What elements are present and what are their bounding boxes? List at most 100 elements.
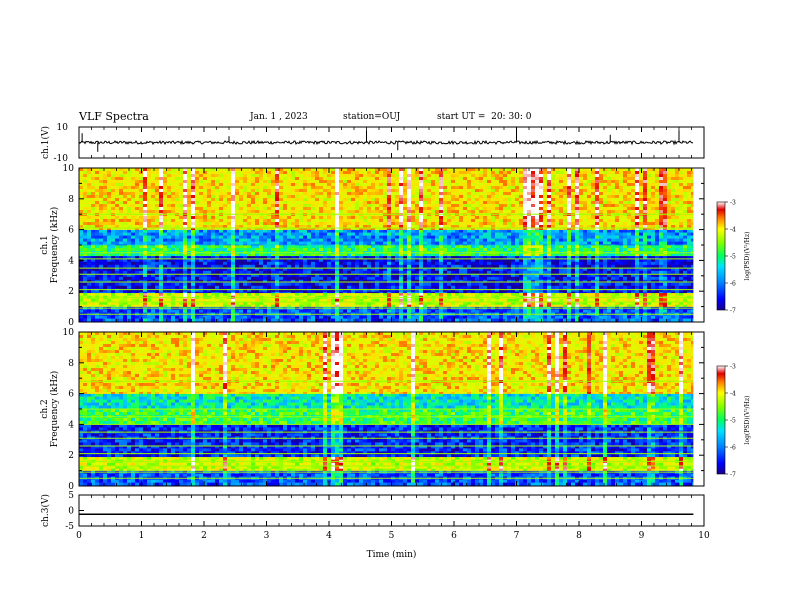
spectrogram-cell — [191, 267, 196, 272]
spectrogram-cell — [659, 245, 664, 249]
spectrogram-cell — [603, 288, 608, 293]
spectrogram-cell — [223, 258, 228, 263]
spectrogram-cell — [219, 301, 224, 305]
spectrogram-cell — [371, 255, 376, 260]
spectrogram-cell — [415, 309, 420, 313]
spectrogram-cell — [371, 229, 376, 233]
spectrogram-cell — [579, 285, 584, 290]
spectrogram-cell — [187, 254, 192, 257]
spectrogram-cell — [547, 304, 552, 307]
spectrogram-cell — [515, 292, 520, 296]
spectrogram-cell — [691, 318, 696, 322]
spectrogram-cell — [643, 273, 648, 278]
spectrogram-cell — [515, 279, 520, 284]
spectrogram-cell — [623, 318, 628, 322]
spectrogram-cell — [139, 279, 144, 284]
spectrogram-cell — [587, 315, 592, 319]
spectrogram-cell — [319, 261, 324, 266]
spectrogram-cell — [599, 245, 604, 249]
spectrogram-cell — [215, 245, 220, 249]
spectrogram-cell — [327, 264, 332, 269]
spectrogram-cell — [611, 245, 616, 249]
spectrogram-cell — [583, 245, 588, 249]
spectrogram-cell — [323, 298, 328, 302]
spectrogram-cell — [339, 285, 344, 290]
spectrogram-cell — [607, 276, 612, 281]
spectrogram-cell — [383, 232, 388, 236]
spectrogram-cell — [255, 248, 260, 252]
spectrogram-cell — [351, 282, 356, 287]
spectrogram-cell — [339, 264, 344, 269]
spectrogram-cell — [547, 255, 552, 260]
spectrogram-cell — [383, 276, 388, 281]
spectrogram-cell — [247, 291, 252, 294]
spectrogram-cell — [623, 298, 628, 302]
spectrogram-cell — [331, 258, 336, 263]
spectrogram-cell — [147, 245, 152, 249]
spectrogram-cell — [159, 285, 164, 290]
spectrogram-cell — [123, 258, 128, 263]
spectrogram-cell — [495, 285, 500, 290]
spectrogram-cell — [331, 309, 336, 313]
spectrogram-cell — [167, 267, 172, 272]
spectrogram-cell — [551, 245, 556, 249]
spectrogram-cell — [363, 309, 368, 313]
spectrogram-cell — [415, 248, 420, 252]
spectrogram-cell — [495, 298, 500, 302]
spectrogram-cell — [475, 285, 480, 290]
spectrogram-cell — [479, 301, 484, 305]
spectrogram-cell — [427, 279, 432, 284]
spectrogram-cell — [655, 276, 660, 281]
spectrogram-cell — [391, 267, 396, 272]
spectrogram-cell — [295, 254, 300, 257]
spectrogram-cell — [387, 238, 392, 242]
spectrogram-cell — [199, 270, 204, 275]
spectrogram-cell — [231, 298, 236, 302]
spectrogram-cell — [383, 264, 388, 269]
spectrogram-cell — [431, 282, 436, 287]
spectrogram-cell — [279, 267, 284, 272]
spectrogram-cell — [295, 292, 300, 296]
spectrogram-cell — [259, 276, 264, 281]
spectrogram-cell — [543, 258, 548, 263]
spectrogram-cell — [391, 244, 396, 246]
spectrogram-cell — [655, 255, 660, 260]
spectrogram-cell — [223, 267, 228, 272]
spectrogram-cell — [207, 304, 212, 307]
spectrogram-cell — [211, 241, 216, 245]
spectrogram-cell — [179, 232, 184, 236]
spectrogram-cell — [151, 248, 156, 252]
spectrogram-cell — [271, 298, 276, 302]
spectrogram-cell — [571, 273, 576, 278]
spectrogram-cell — [675, 301, 680, 305]
spectrogram-cell — [167, 318, 172, 322]
spectrogram-cell — [343, 292, 348, 296]
spectrogram-cell — [303, 301, 308, 305]
spectrogram-cell — [563, 267, 568, 272]
spectrogram-cell — [103, 315, 108, 319]
spectrogram-cell — [163, 232, 168, 236]
spectrogram-cell — [619, 267, 624, 272]
spectrogram-cell — [451, 279, 456, 284]
spectrogram-cell — [131, 267, 136, 272]
spectrogram-cell — [603, 318, 608, 322]
spectrogram-cell — [83, 267, 88, 272]
spectrogram-cell — [627, 292, 632, 296]
spectrogram-cell — [135, 301, 140, 305]
spectrogram-cell — [367, 232, 372, 236]
spectrogram-cell — [299, 241, 304, 245]
spectrogram-cell — [595, 264, 600, 269]
spectrogram-cell — [595, 255, 600, 260]
spectrogram-cell — [383, 255, 388, 260]
spectrogram-cell — [415, 238, 420, 242]
spectrogram-cell — [503, 288, 508, 293]
spectrogram-cell — [611, 276, 616, 281]
spectrogram-cell — [415, 285, 420, 290]
spectrogram-cell — [559, 270, 564, 275]
spectrogram-cell — [191, 241, 196, 245]
spectrogram-cell — [587, 276, 592, 281]
spectrogram-cell — [147, 285, 152, 290]
spectrogram-cell — [635, 285, 640, 290]
spectrogram-cell — [435, 248, 440, 252]
spectrogram-cell — [111, 279, 116, 284]
